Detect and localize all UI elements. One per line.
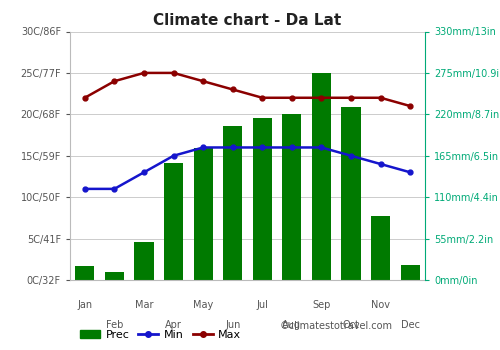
Bar: [134, 242, 154, 280]
Bar: [105, 272, 124, 280]
Bar: [75, 266, 94, 280]
Text: Jan: Jan: [77, 300, 92, 310]
Bar: [400, 265, 420, 280]
Text: May: May: [193, 300, 213, 310]
Bar: [194, 148, 212, 280]
Text: ©climatestotravel.com: ©climatestotravel.com: [280, 321, 393, 331]
Text: Sep: Sep: [312, 300, 330, 310]
Text: Jul: Jul: [256, 300, 268, 310]
Legend: Prec, Min, Max: Prec, Min, Max: [76, 325, 246, 344]
Bar: [223, 126, 242, 280]
Bar: [282, 114, 302, 280]
Title: Climate chart - Da Lat: Climate chart - Da Lat: [154, 13, 342, 28]
Bar: [164, 163, 183, 280]
Text: Oct: Oct: [342, 320, 359, 330]
Bar: [342, 107, 360, 280]
Bar: [252, 118, 272, 280]
Text: Jun: Jun: [225, 320, 240, 330]
Text: Mar: Mar: [134, 300, 153, 310]
Text: Feb: Feb: [106, 320, 123, 330]
Text: Dec: Dec: [400, 320, 419, 330]
Text: Nov: Nov: [371, 300, 390, 310]
Bar: [312, 73, 331, 280]
Text: Apr: Apr: [165, 320, 182, 330]
Text: Aug: Aug: [282, 320, 302, 330]
Bar: [371, 216, 390, 280]
